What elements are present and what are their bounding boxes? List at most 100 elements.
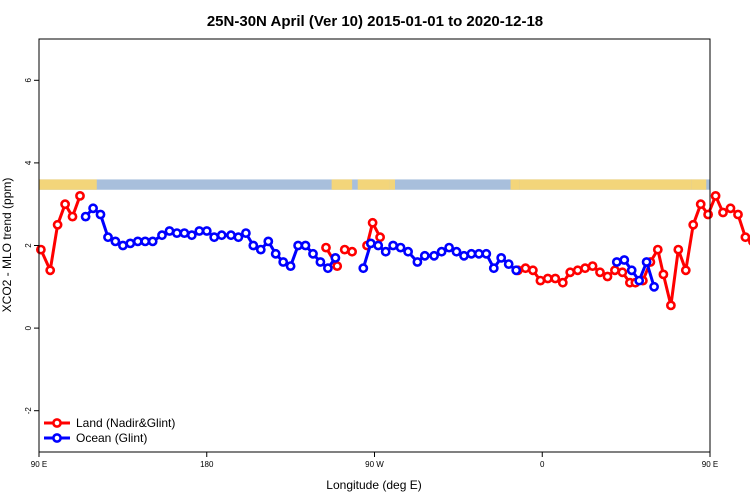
- y-tick-label-1: 0: [24, 325, 33, 330]
- series-0-point: [666, 300, 676, 311]
- legend-marker-1: [52, 433, 62, 443]
- series-0-point: [60, 199, 70, 210]
- series-1-point: [451, 246, 462, 257]
- series-1-point: [429, 250, 439, 261]
- series-1-point: [511, 265, 522, 276]
- y-tick-label-0: -2: [24, 407, 33, 415]
- series-1-point: [194, 226, 205, 236]
- series-1-point: [263, 236, 274, 247]
- series-1-point: [140, 236, 151, 247]
- land-band-3: [389, 179, 396, 190]
- y-tick-label-4: 6: [24, 78, 33, 83]
- land-band-0: [39, 179, 97, 190]
- series-0-point: [375, 232, 385, 243]
- series-1-point: [226, 230, 236, 241]
- series-0-point: [67, 211, 78, 222]
- series-0-point: [528, 265, 538, 276]
- series-1-point: [388, 240, 398, 251]
- series-0-point: [550, 273, 561, 284]
- series-1-point: [466, 248, 477, 259]
- chart-title: 25N-30N April (Ver 10) 2015-01-01 to 202…: [207, 13, 543, 30]
- series-0-point: [695, 199, 706, 210]
- series-1-point: [395, 242, 406, 253]
- series-0-point: [740, 232, 750, 243]
- series-0-point: [680, 265, 691, 276]
- series-1-point: [419, 250, 430, 261]
- land-ocean-band: [39, 179, 710, 190]
- series-0-point: [610, 265, 620, 276]
- land-band-2: [357, 179, 390, 190]
- x-axis-label: Longitude (deg E): [326, 478, 421, 492]
- series-1-point: [322, 263, 333, 274]
- series-1-point: [358, 263, 369, 274]
- series-0-point: [587, 261, 598, 271]
- series-0-point: [617, 267, 628, 278]
- series-1-point: [315, 257, 326, 267]
- legend-label-1: Ocean (Glint): [76, 431, 147, 445]
- y-tick-label-3: 4: [24, 160, 33, 165]
- series-1-point: [270, 248, 281, 259]
- series-1-point: [300, 240, 311, 251]
- series-1-point: [278, 257, 289, 267]
- series-1-point: [147, 236, 158, 247]
- series-0-point: [542, 273, 553, 284]
- series-0-point: [725, 203, 736, 214]
- series-1-point: [171, 228, 182, 238]
- series-1-point: [248, 240, 259, 251]
- series-1-point: [88, 203, 98, 214]
- series-0-point: [652, 244, 663, 255]
- series-0-line-0: [39, 195, 82, 272]
- series-1-point: [216, 230, 227, 241]
- series-1-point: [186, 230, 197, 241]
- series-0-point: [673, 244, 684, 255]
- series-0-point: [75, 190, 85, 201]
- series-1-point: [619, 255, 630, 265]
- series-1-point: [240, 228, 251, 238]
- series-1-point: [80, 211, 91, 222]
- series-1-point: [285, 261, 296, 271]
- x-tick-label-3: 0: [540, 460, 545, 469]
- series-0-point: [733, 209, 743, 220]
- series-1-point: [459, 250, 469, 261]
- series-0-point: [52, 219, 63, 230]
- series-0-point: [332, 261, 343, 271]
- x-tick-label-1: 180: [200, 460, 214, 469]
- series-1-point: [103, 232, 113, 243]
- legend-marker-0: [52, 418, 62, 428]
- series-1-point: [488, 263, 499, 274]
- series-1-point: [436, 246, 447, 257]
- series-1-point: [403, 246, 413, 257]
- x-tick-label-2: 90 W: [365, 460, 384, 469]
- series-0-line-4: [517, 194, 750, 307]
- series-1-point: [157, 230, 167, 241]
- land-band-5: [519, 179, 692, 190]
- series-1-point: [649, 281, 659, 292]
- series-1: [80, 203, 659, 292]
- series-1-point: [233, 232, 244, 243]
- series-0-point: [347, 246, 357, 257]
- series-1-point: [496, 252, 507, 263]
- series-1-point: [330, 252, 341, 263]
- series-1-point: [373, 240, 384, 251]
- series-0-point: [580, 263, 590, 274]
- plot-series: [36, 190, 750, 311]
- series-0: [36, 190, 750, 311]
- y-axis: -2 0 2 4 6: [24, 78, 39, 415]
- series-0-point: [703, 209, 713, 220]
- x-axis: 90 E 180 90 W 0 90 E: [31, 452, 718, 469]
- series-0-point: [367, 217, 378, 228]
- series-1-point: [412, 257, 423, 267]
- land-band-4: [510, 179, 520, 190]
- x-tick-label-4: 90 E: [702, 460, 718, 469]
- series-0-point: [718, 207, 728, 218]
- legend-label-0: Land (Nadir&Glint): [76, 416, 175, 430]
- series-1-point: [626, 265, 637, 276]
- series-0-point: [321, 242, 331, 253]
- series-0-point: [710, 190, 721, 201]
- series-1-point: [201, 226, 212, 236]
- series-1-point: [641, 257, 652, 267]
- y-axis-label: XCO2 - MLO trend (ppm): [0, 178, 14, 313]
- series-1-point: [125, 238, 136, 249]
- series-1-point: [380, 246, 391, 257]
